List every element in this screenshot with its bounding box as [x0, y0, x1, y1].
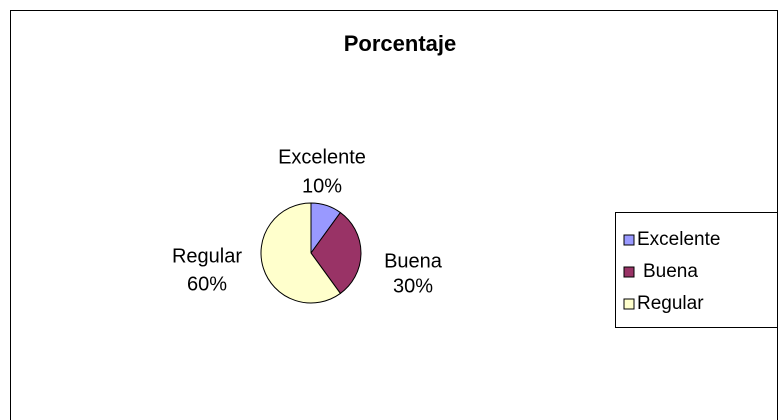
slice-label-name: Buena	[384, 250, 443, 272]
legend-label: Regular	[637, 293, 704, 314]
legend-swatch	[623, 298, 635, 310]
legend-label: Excelente	[637, 229, 720, 250]
pie-slice	[310, 211, 362, 295]
legend-swatch	[623, 234, 635, 246]
chart-title: Porcentaje	[344, 31, 457, 56]
slice-label-value: 30%	[393, 275, 433, 297]
legend-box	[615, 212, 778, 328]
legend-label: Buena	[643, 261, 698, 282]
slice-label-value: 10%	[302, 175, 342, 197]
pie-slice	[260, 202, 342, 304]
slice-label-value: 60%	[187, 273, 227, 295]
slice-label-name: Regular	[172, 245, 242, 267]
legend-swatch	[623, 266, 635, 278]
slice-label-name: Excelente	[278, 146, 366, 168]
